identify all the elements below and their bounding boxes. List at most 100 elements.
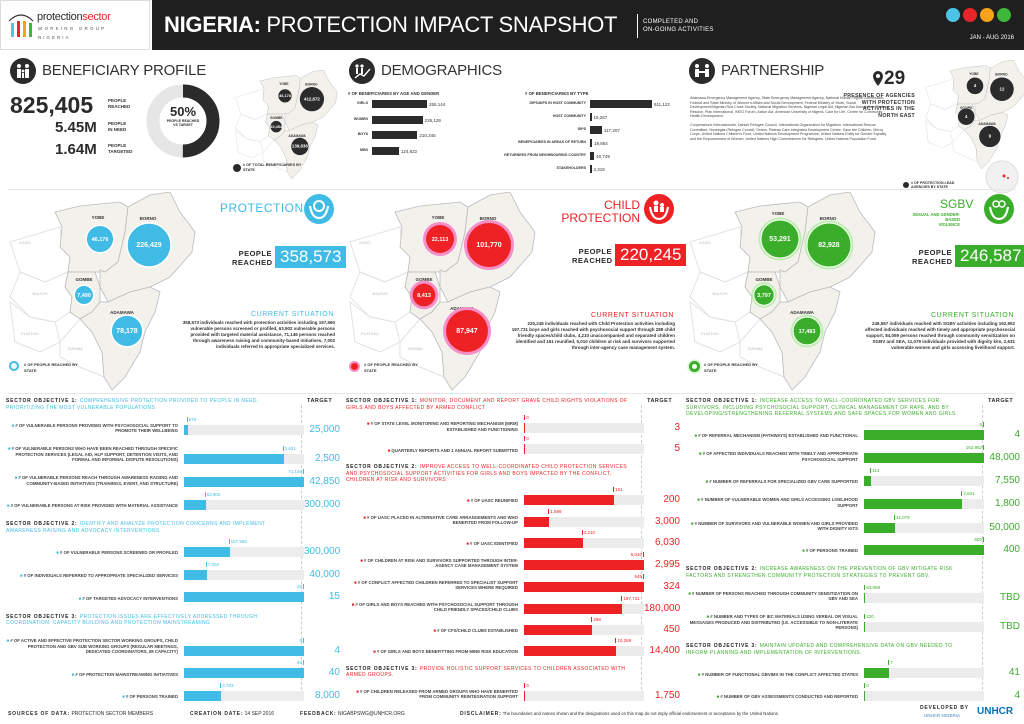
progress-fill bbox=[864, 453, 984, 464]
legend-circle-icon bbox=[9, 361, 19, 371]
achieved-value: 0 bbox=[524, 682, 529, 688]
target-value: 6,030 bbox=[654, 536, 680, 548]
state-value: 22,454 bbox=[270, 125, 283, 129]
indicator-label: ■ # of UASC placed in alternative care a… bbox=[363, 514, 518, 526]
state-circle bbox=[760, 219, 800, 259]
state-label: BORNO bbox=[480, 216, 497, 221]
state-circle bbox=[412, 283, 436, 307]
feedback-email[interactable]: FEEDBACK: NIGABPSWG@UNHCR.ORG bbox=[300, 711, 405, 717]
protection-state-map: KANO BAUCHI PLATEAU TARABA YOBE 46,176 BORNO 22… bbox=[0, 191, 210, 392]
indicator-row: ■ # number of persons reached through co… bbox=[686, 584, 1020, 603]
progress-track: 50 bbox=[184, 660, 304, 679]
objective-number: SECTOR OBJECTIVE 2: bbox=[686, 566, 760, 573]
bullet-icon: ■ bbox=[19, 573, 24, 579]
indicator-row: ■ # of state level monitoring and report… bbox=[346, 415, 680, 434]
progress-track: 6 bbox=[864, 421, 984, 440]
achieved-value: 84,059 bbox=[864, 584, 880, 590]
neighbor-state-outline bbox=[9, 271, 73, 323]
state-circle bbox=[426, 225, 454, 253]
sector-objective-heading: SECTOR OBJECTIVE 1: INCREASE ACCESS TO W… bbox=[686, 398, 976, 418]
people-logo-icon bbox=[8, 14, 34, 37]
state-circle bbox=[73, 284, 95, 306]
bar-label: MEN bbox=[360, 147, 368, 152]
indicator-label: ■ # of UASC reunified bbox=[466, 498, 518, 504]
achieved-value: 40 bbox=[296, 584, 304, 590]
state-value: 87,947 bbox=[456, 328, 478, 335]
bar-value: 255,144 bbox=[429, 102, 446, 107]
state-value: 53,291 bbox=[769, 236, 791, 243]
achieved-value: 162,952 bbox=[965, 445, 984, 451]
state-value: 9 bbox=[989, 134, 992, 139]
progress-track: 7,002 bbox=[184, 561, 304, 580]
sgbv-objectives: SECTOR OBJECTIVE 1: INCREASE ACCESS TO W… bbox=[686, 398, 1020, 701]
bullet-icon: ■ bbox=[6, 503, 11, 509]
state-value: 139,836 bbox=[292, 144, 308, 149]
sgbv-reached-value: 246,587 bbox=[955, 245, 1024, 267]
objective-number: SECTOR OBJECTIVE 3: bbox=[346, 665, 420, 672]
indicator-label: ■ # of active and effective protection s… bbox=[6, 638, 178, 655]
indicator-row: ■ # of children released from armed grou… bbox=[346, 682, 680, 701]
page-subtitle: COMPLETED AND ON-GOING ACTIVITIES bbox=[643, 19, 714, 33]
progress-track: 4,210 bbox=[524, 529, 644, 548]
progress-track: 197,731 bbox=[524, 595, 644, 614]
target-value: 7,550 bbox=[994, 474, 1020, 486]
objective-text: MONITOR, DOCUMENT AND REPORT GRAVE CHILD… bbox=[346, 398, 628, 411]
indicator-label: ■ # of vulnerable persons at risk provid… bbox=[6, 503, 178, 509]
neighbor-state-label: BAUCHI bbox=[372, 291, 387, 296]
objective-number: SECTOR OBJECTIVE 1: bbox=[6, 398, 80, 404]
target-value: 300,000 bbox=[304, 545, 341, 557]
bar-value: 611,122 bbox=[654, 102, 670, 107]
sgbv-title: SGBV bbox=[940, 197, 974, 211]
indicator-label: ■ # of affected individuals reached with… bbox=[698, 451, 858, 462]
progress-track: 600 bbox=[864, 536, 984, 555]
progress-fill bbox=[864, 522, 896, 533]
achieved-value: 7 bbox=[888, 660, 893, 666]
bar bbox=[590, 139, 592, 147]
protection-title: PROTECTION bbox=[220, 201, 304, 215]
protection-target-header: TARGET bbox=[307, 398, 333, 404]
target-value: 2,500 bbox=[314, 452, 340, 464]
neighbor-state-label: TARABA bbox=[747, 346, 763, 351]
indicator-row: ■ # of vulnerable persons who have been … bbox=[6, 445, 340, 464]
neighbor-state-label: PLATEAU bbox=[21, 331, 39, 336]
target-value: 41 bbox=[1008, 667, 1020, 679]
achieved-value: 220 bbox=[864, 613, 874, 619]
target-value: 400 bbox=[1003, 543, 1020, 555]
progress-fill bbox=[524, 516, 550, 527]
bar bbox=[590, 165, 592, 173]
color-dot bbox=[963, 8, 977, 22]
progress-fill bbox=[524, 494, 614, 505]
partnership-title: PARTNERSHIP bbox=[721, 62, 825, 79]
target-value: 300,000 bbox=[304, 498, 341, 510]
progress-track: 288 bbox=[524, 616, 644, 635]
page-title: NIGERIA: PROTECTION IMPACT SNAPSHOT bbox=[164, 12, 618, 37]
progress-fill bbox=[184, 424, 188, 435]
indicator-row: ■ # of referral mechanism (pathways) est… bbox=[686, 421, 1020, 440]
progress-track: 5,010 bbox=[524, 551, 644, 570]
neighbor-state-label: TARABA bbox=[67, 346, 83, 351]
protection-reached-label: PEOPLE REACHED bbox=[232, 249, 273, 267]
percent-reached: 50% bbox=[169, 104, 197, 119]
state-value: 226,429 bbox=[136, 242, 161, 249]
progress-track: 63,902 bbox=[184, 491, 304, 510]
bar bbox=[590, 100, 652, 108]
objective-number: SECTOR OBJECTIVE 3: bbox=[686, 643, 760, 650]
progress-fill bbox=[864, 592, 866, 603]
indicator-label: ■ # of vulnerable persons screened or pr… bbox=[56, 550, 178, 556]
progress-track: 40 bbox=[184, 584, 304, 603]
indicator-row: ■ # number of referrals for specialized … bbox=[686, 467, 1020, 486]
sgbv-map-legend: # OF PEOPLE REACHED BY STATE bbox=[704, 362, 758, 373]
state-value: 4 bbox=[965, 114, 968, 119]
state-value: 78,178 bbox=[116, 328, 138, 335]
logo-country: NIGERIA bbox=[38, 35, 71, 40]
child-protection-title: CHILD PROTECTION bbox=[561, 198, 640, 225]
protection-map-legend: # OF PEOPLE REACHED BY STATE bbox=[24, 362, 78, 373]
footer: SOURCES OF DATA: PROTECTION SECTOR MEMBE… bbox=[0, 703, 1024, 724]
bar bbox=[372, 131, 418, 139]
progress-track: 879 bbox=[184, 416, 304, 435]
target-value: 42,850 bbox=[309, 476, 340, 488]
indicator-row: ■ # of targeted advocacy interventions 40… bbox=[6, 584, 340, 603]
people-targeted-label: PEOPLE TARGETED bbox=[108, 143, 133, 154]
indicator-row: ■ # of protection mainstreaming initiati… bbox=[6, 660, 340, 679]
reached-vs-target-donut bbox=[146, 84, 220, 158]
